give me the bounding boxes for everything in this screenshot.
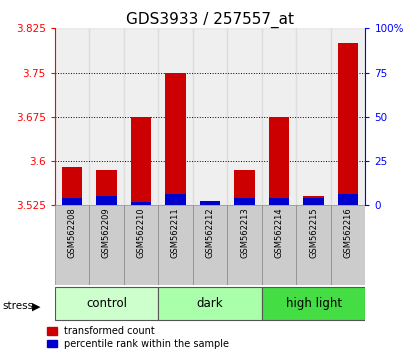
Bar <box>165 73 186 205</box>
Bar <box>303 198 324 205</box>
Bar <box>200 204 221 205</box>
Bar <box>262 287 365 320</box>
Bar <box>131 117 151 205</box>
Bar <box>234 170 255 205</box>
Text: high light: high light <box>286 297 341 310</box>
Bar <box>123 205 158 285</box>
Text: GSM562213: GSM562213 <box>240 208 249 258</box>
Bar <box>55 205 89 285</box>
Bar <box>338 194 359 205</box>
Legend: transformed count, percentile rank within the sample: transformed count, percentile rank withi… <box>47 326 229 349</box>
Text: ▶: ▶ <box>32 301 40 311</box>
Bar <box>61 198 82 205</box>
Bar <box>297 205 331 285</box>
Text: GSM562210: GSM562210 <box>136 208 145 258</box>
Bar <box>96 196 117 205</box>
Bar <box>193 28 227 205</box>
Bar <box>89 28 123 205</box>
Text: GSM562216: GSM562216 <box>344 208 353 258</box>
Text: GSM562215: GSM562215 <box>309 208 318 258</box>
Bar <box>200 201 221 205</box>
Bar <box>89 205 123 285</box>
Bar <box>234 198 255 205</box>
Text: GSM562212: GSM562212 <box>205 208 215 258</box>
Text: GSM562208: GSM562208 <box>67 208 76 258</box>
Bar <box>297 28 331 205</box>
Text: stress: stress <box>2 301 33 311</box>
Bar <box>269 117 289 205</box>
Text: control: control <box>86 297 127 310</box>
Bar <box>165 194 186 205</box>
Text: GSM562214: GSM562214 <box>275 208 284 258</box>
Text: GSM562211: GSM562211 <box>171 208 180 258</box>
Bar <box>158 205 193 285</box>
Bar <box>227 205 262 285</box>
Bar <box>303 196 324 205</box>
Bar <box>61 167 82 205</box>
Bar <box>269 198 289 205</box>
Bar <box>158 287 262 320</box>
Bar <box>55 28 89 205</box>
Bar <box>331 28 365 205</box>
Text: dark: dark <box>197 297 223 310</box>
Bar <box>158 28 193 205</box>
Title: GDS3933 / 257557_at: GDS3933 / 257557_at <box>126 12 294 28</box>
Bar <box>131 202 151 205</box>
Bar <box>227 28 262 205</box>
Bar <box>338 43 359 205</box>
Bar <box>123 28 158 205</box>
Bar <box>55 287 158 320</box>
Bar <box>262 205 297 285</box>
Bar <box>193 205 227 285</box>
Bar <box>262 28 297 205</box>
Bar <box>331 205 365 285</box>
Text: GSM562209: GSM562209 <box>102 208 111 258</box>
Bar <box>96 170 117 205</box>
